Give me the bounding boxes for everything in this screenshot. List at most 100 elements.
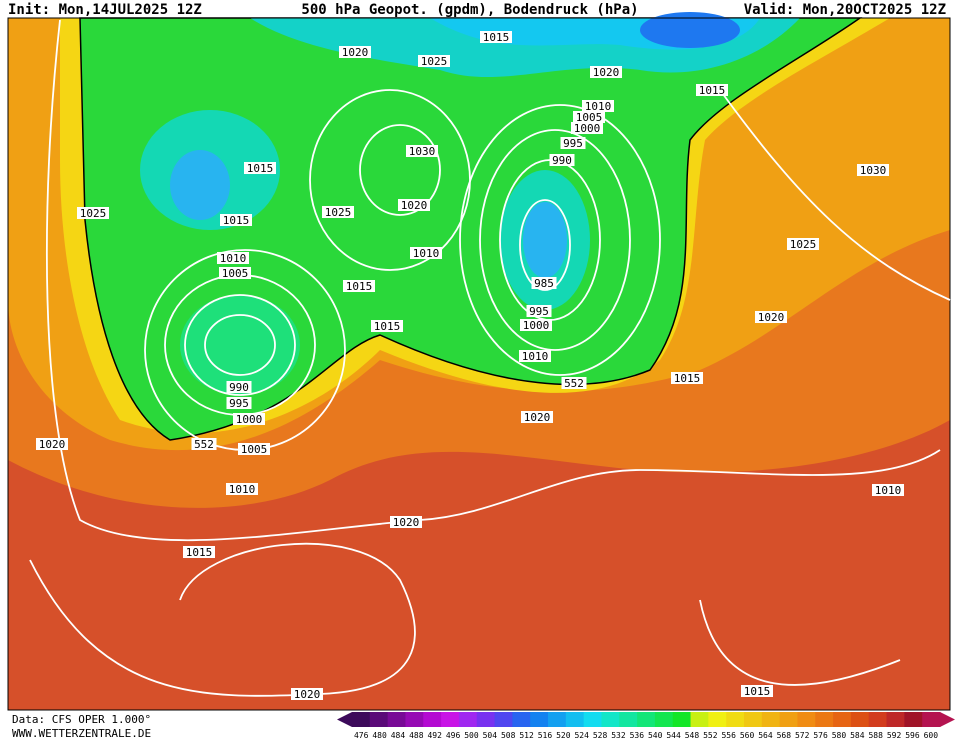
legend-label: 476 (354, 731, 369, 740)
legend-swatch (565, 712, 585, 727)
legend-swatch (494, 712, 513, 727)
label-box (521, 411, 553, 423)
isobar-label: 1000 (574, 122, 601, 135)
label-box (755, 311, 787, 323)
legend-swatch (548, 712, 567, 727)
label-box (398, 199, 430, 211)
isobar-label: 1010 (522, 350, 549, 363)
map-background (7, 12, 951, 711)
label-box (238, 443, 270, 455)
isobar-label: 1000 (236, 413, 263, 426)
isobar-label: 1005 (241, 443, 268, 456)
legend-swatch (530, 712, 549, 727)
legend-label: 504 (483, 731, 498, 740)
isobar-label: 1025 (421, 55, 448, 68)
label-box (226, 381, 252, 393)
label-box (191, 438, 217, 450)
legend-label: 540 (648, 731, 663, 740)
legend-label: 520 (556, 731, 571, 740)
legend-swatch (423, 712, 442, 727)
isobar-label: 552 (564, 377, 584, 390)
legend-arrow-left (337, 712, 352, 727)
legend-swatch (761, 712, 781, 727)
legend-swatch (601, 712, 620, 727)
legend-label: 596 (905, 731, 920, 740)
isobar-label: 1025 (790, 238, 817, 251)
isobar-label: 990 (229, 381, 249, 394)
isobar-label: 1010 (220, 252, 247, 265)
legend-label: 480 (372, 731, 387, 740)
legend-swatch (922, 712, 941, 727)
label-box (410, 247, 442, 259)
legend-swatch (405, 712, 424, 727)
legend-swatch (797, 712, 816, 727)
isobar-label: 995 (563, 137, 583, 150)
label-box (519, 350, 551, 362)
site-url: WWW.WETTERZENTRALE.DE (12, 727, 151, 740)
isobar-label: 1015 (699, 84, 726, 97)
isobar-label: 1030 (409, 145, 436, 158)
legend-label: 512 (519, 731, 534, 740)
legend-label: 572 (795, 731, 810, 740)
label-box (343, 280, 375, 292)
legend-swatch (886, 712, 905, 727)
label-box (371, 320, 403, 332)
isobar-label: 1020 (342, 46, 369, 59)
label-box (741, 685, 773, 697)
legend-swatch (583, 712, 602, 727)
legend-label: 508 (501, 731, 516, 740)
isobar-label: 1015 (223, 214, 250, 227)
label-box (571, 122, 603, 134)
isobar-label: 1020 (39, 438, 66, 451)
legend-swatch (779, 712, 798, 727)
isobar-label: 995 (529, 305, 549, 318)
legend-swatch (369, 712, 389, 727)
label-box (872, 484, 904, 496)
legend-label: 484 (391, 731, 406, 740)
label-box (418, 55, 450, 67)
isobar-label: 1020 (758, 311, 785, 324)
legend-swatch (352, 712, 371, 727)
label-box (696, 84, 728, 96)
isobar-label: 1010 (585, 100, 612, 113)
isobar-label: 1020 (401, 199, 428, 212)
label-box (561, 377, 587, 389)
label-box (183, 546, 215, 558)
data-source: Data: CFS OPER 1.000° (12, 713, 151, 726)
isobar-label: 1015 (674, 372, 701, 385)
isobar-label: 1000 (523, 319, 550, 332)
label-box (560, 137, 586, 149)
isobar-label: 1010 (875, 484, 902, 497)
legend-swatch (387, 712, 406, 727)
legend-label: 528 (593, 731, 608, 740)
legend-label: 588 (868, 731, 883, 740)
isobar-label: 1015 (483, 31, 510, 44)
isobar-label: 1015 (247, 162, 274, 175)
label-box (339, 46, 371, 58)
label-box (77, 207, 109, 219)
legend-swatch (833, 712, 852, 727)
label-box (406, 145, 438, 157)
isobar-label: 1015 (186, 546, 213, 559)
label-box (549, 154, 575, 166)
isobar-label: 1005 (576, 111, 603, 124)
isobar-label: 552 (194, 438, 214, 451)
legend-swatch (654, 712, 674, 727)
legend-label: 592 (887, 731, 902, 740)
legend-label: 548 (685, 731, 700, 740)
init-time: Init: Mon,14JUL2025 12Z (8, 2, 202, 18)
isobar-label: 1020 (593, 66, 620, 79)
legend-swatch (476, 712, 496, 727)
legend-swatch (744, 712, 763, 727)
label-box (857, 164, 889, 176)
label-box (531, 277, 557, 289)
isobar-label: 1005 (222, 267, 249, 280)
label-box (573, 111, 605, 123)
legend-label: 536 (630, 731, 645, 740)
legend-label: 492 (427, 731, 442, 740)
legend-label: 576 (813, 731, 828, 740)
legend-swatch (458, 712, 478, 727)
legend-label: 560 (740, 731, 755, 740)
isobar-label: 1010 (229, 483, 256, 496)
